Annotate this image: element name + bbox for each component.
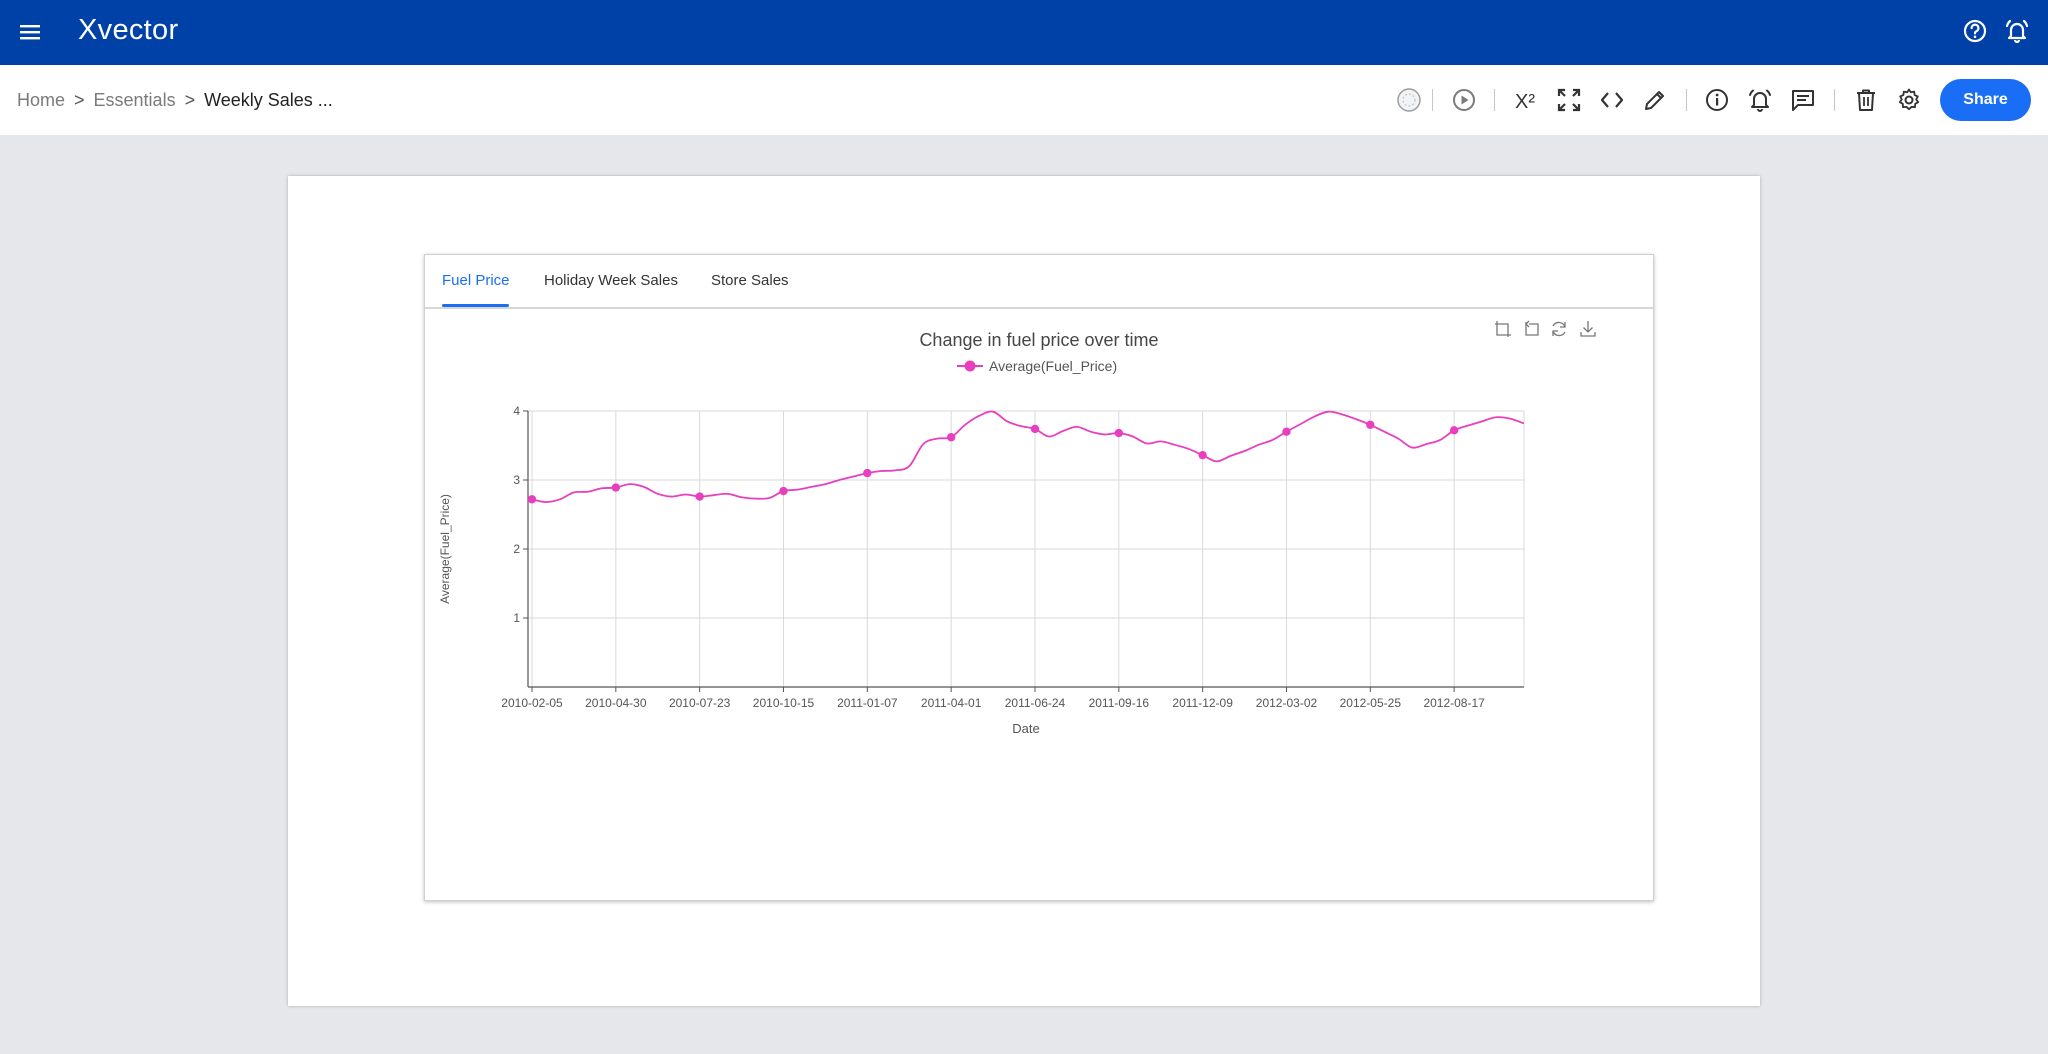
zoom-reset-icon[interactable]	[1521, 319, 1541, 339]
series-line	[531, 410, 1525, 503]
tab-store-sales[interactable]: Store Sales	[711, 272, 789, 289]
data-point	[1366, 420, 1375, 429]
x-tick-label: 2010-07-23	[669, 696, 731, 710]
x-tick-label: 2011-09-16	[1089, 696, 1150, 710]
status-indicator-icon[interactable]	[1396, 87, 1422, 113]
y-tick-label: 3	[513, 473, 520, 487]
fullscreen-icon[interactable]	[1556, 87, 1582, 113]
x-tick-label: 2010-10-15	[753, 696, 815, 710]
data-point	[527, 495, 537, 504]
settings-gear-icon[interactable]	[1896, 87, 1922, 113]
data-point	[1282, 427, 1291, 436]
alert-bell-icon[interactable]	[1747, 87, 1773, 113]
breadcrumb-separator: >	[74, 90, 85, 110]
help-icon[interactable]	[1960, 16, 1990, 46]
chart-title: Change in fuel price over time	[919, 330, 1158, 350]
x-tick-label: 2012-03-02	[1256, 696, 1318, 710]
breadcrumb-home[interactable]: Home	[17, 90, 66, 110]
app-bar: Xvector	[0, 0, 2048, 65]
chart-card: Fuel Price Holiday Week Sales Store Sale…	[424, 254, 1654, 901]
info-icon[interactable]	[1704, 87, 1730, 113]
tab-fuel-price[interactable]: Fuel Price	[442, 272, 510, 289]
x-tick-label: 2011-01-07	[837, 696, 898, 710]
line-chart: Change in fuel price over time Average(Fu…	[438, 330, 1525, 736]
data-point	[779, 486, 788, 496]
toolbar-divider	[1686, 89, 1687, 111]
y-tick-label: 4	[513, 404, 520, 418]
menu-icon[interactable]	[16, 18, 44, 46]
notification-bell-icon[interactable]	[2002, 16, 2032, 46]
data-point	[611, 483, 621, 492]
active-tab-indicator	[442, 304, 509, 307]
legend-label: Average(Fuel_Price)	[989, 358, 1117, 374]
x-tick-label: 2010-02-05	[501, 696, 563, 710]
x-tick-label: 2011-12-09	[1172, 696, 1233, 710]
formula-icon-label: X²	[1515, 91, 1535, 113]
toolbar-divider	[1432, 89, 1433, 111]
zoom-select-icon[interactable]	[1493, 319, 1513, 339]
delete-icon[interactable]	[1853, 87, 1879, 113]
share-button[interactable]: Share	[1940, 79, 2031, 121]
toolbar-divider	[1494, 89, 1495, 111]
y-axis-label: Average(Fuel_Price)	[438, 494, 452, 604]
y-tick-label: 2	[513, 542, 520, 556]
tab-holiday-week-sales[interactable]: Holiday Week Sales	[544, 272, 678, 289]
toolbar-bar: Home > Essentials > Weekly Sales ... X² Shar…	[0, 65, 2048, 135]
refresh-icon[interactable]	[1549, 319, 1569, 339]
data-point	[1114, 428, 1124, 438]
y-tick-label: 1	[513, 611, 520, 625]
breadcrumb-separator: >	[184, 90, 196, 110]
code-icon[interactable]	[1599, 87, 1625, 113]
breadcrumb: Home > Essentials > Weekly Sales ...	[17, 90, 333, 111]
app-logo[interactable]: Xvector	[78, 14, 179, 46]
run-icon[interactable]	[1451, 87, 1477, 113]
x-tick-label: 2012-08-17	[1423, 696, 1485, 710]
legend-marker	[964, 360, 976, 372]
data-point	[1030, 424, 1040, 434]
data-point	[946, 433, 956, 442]
data-point	[1198, 450, 1207, 460]
data-point	[863, 468, 872, 478]
breadcrumb-essentials[interactable]: Essentials	[93, 90, 176, 110]
x-tick-label: 2012-05-25	[1340, 696, 1402, 710]
formula-icon[interactable]: X²	[1513, 87, 1539, 113]
breadcrumb-current: Weekly Sales ...	[204, 90, 333, 110]
x-axis-label: Date	[1012, 721, 1039, 736]
edit-pencil-icon[interactable]	[1642, 87, 1668, 113]
x-tick-label: 2011-04-01	[921, 696, 982, 710]
x-tick-label: 2011-06-24	[1005, 696, 1066, 710]
data-point	[1449, 426, 1459, 435]
data-point	[695, 492, 704, 501]
download-icon[interactable]	[1578, 319, 1598, 339]
chart-tabs: Fuel Price Holiday Week Sales Store Sale…	[425, 255, 1653, 309]
x-tick-label: 2010-04-30	[585, 696, 647, 710]
comment-icon[interactable]	[1790, 87, 1816, 113]
toolbar-divider	[1834, 89, 1835, 111]
